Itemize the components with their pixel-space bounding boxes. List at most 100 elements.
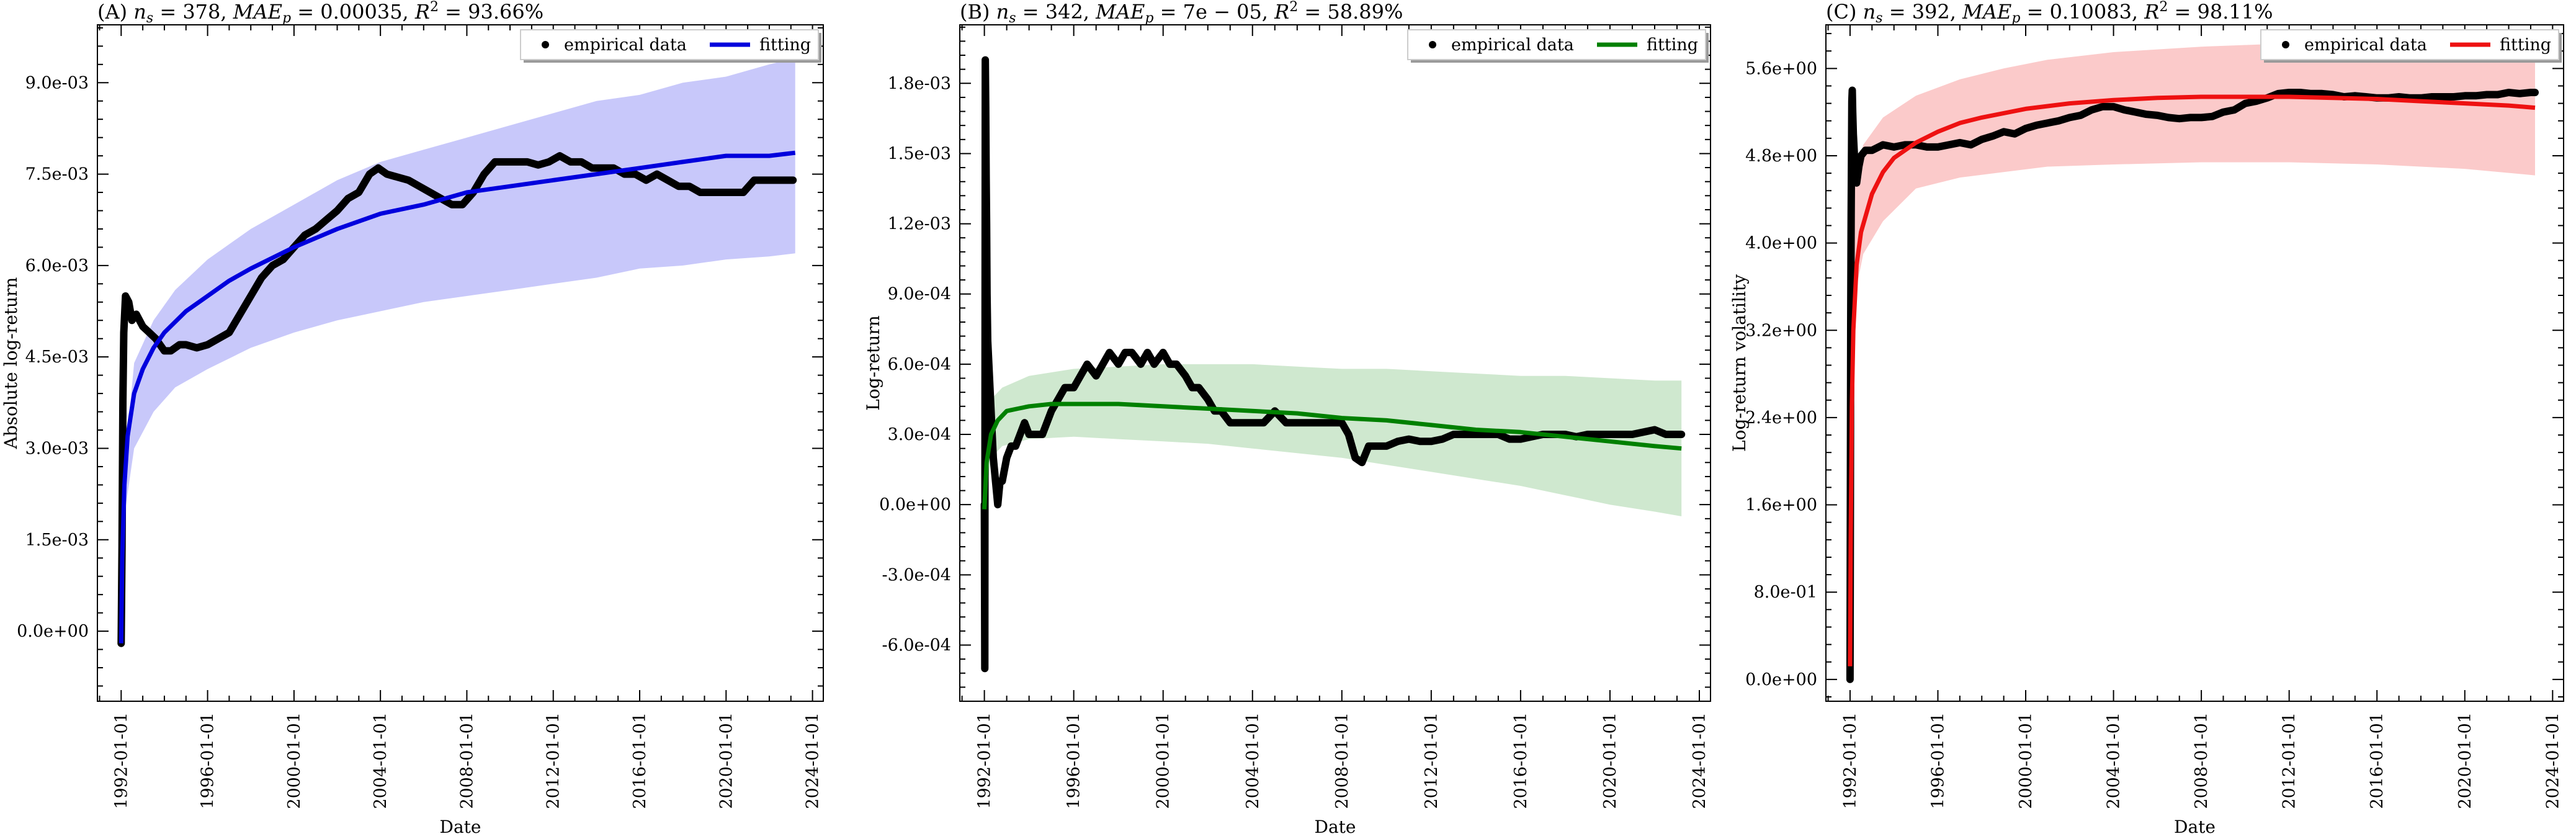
x-tick-label: 2000-01-01 [2016,712,2036,809]
data-point [258,274,265,281]
data-point [2527,89,2534,96]
data-point [1405,436,1412,442]
x-tick-label: 2004-01-01 [1243,712,1263,809]
data-point [356,189,362,195]
data-point [1674,431,1680,437]
x-tick-label: 2016-01-01 [630,712,650,809]
data-point [1151,361,1158,367]
legend-label-fitting: fitting [759,35,811,55]
data-point [1316,420,1323,426]
data-point [204,341,211,348]
data-point [481,171,488,177]
data-point [1416,438,1423,445]
data-point [491,158,498,165]
data-point [2428,94,2435,100]
data-point [2451,94,2457,100]
data-point [982,665,988,672]
panel-title: (B) ns = 342, MAEp = 7e − 05, R2 = 58.89… [960,0,1403,26]
plot-area [117,58,797,647]
data-point [375,164,382,171]
data-point [1249,420,1256,426]
data-point [545,158,552,165]
data-point [1070,384,1077,391]
data-point [1606,431,1613,437]
confidence-band [121,58,795,644]
data-point [751,177,758,184]
data-point [578,158,584,165]
data-point [2461,92,2468,99]
y-tick-label: 1.2e-03 [888,215,951,234]
data-point [383,171,390,177]
data-point [1008,442,1014,449]
data-point [1880,141,1886,148]
legend-label-empirical: empirical data [564,35,687,55]
x-tick-label: 1996-01-01 [1065,712,1084,809]
y-tick-label: 9.0e-04 [888,285,951,304]
data-point [312,226,319,232]
data-point [2209,113,2216,120]
data-point [2494,91,2501,98]
data-point [599,164,606,171]
data-point [983,220,990,227]
data-point [1122,349,1129,356]
data-point [1021,420,1028,426]
data-point [1227,420,1233,426]
data-point [2242,100,2248,107]
data-point [1003,454,1010,461]
data-point [1956,139,1963,146]
data-point [1160,349,1166,356]
data-point [133,311,140,318]
y-tick-label: 4.5e-03 [25,348,89,367]
data-point [168,348,174,354]
data-point [2187,114,2194,121]
axes-frame [97,24,824,702]
panel-c: 1992-01-01 1996-01-01 2000-01-01 2004-01-01… [1729,0,2564,837]
data-point [772,177,779,184]
data-point [2023,125,2029,132]
y-tick-label: 1.5e-03 [888,144,951,163]
data-point [999,478,1006,485]
data-point [1979,136,1985,143]
data-point [1450,431,1457,437]
legend: empirical data fitting [520,29,821,63]
y-tick-label: 3.0e-04 [888,425,951,444]
data-point [524,158,530,165]
y-tick-label: 1.5e-03 [25,531,89,550]
data-point [589,164,596,171]
data-point [718,189,725,195]
data-point [2231,107,2238,114]
legend-label-empirical: empirical data [1451,35,1574,55]
data-point [557,153,563,159]
x-tick-label: 2012-01-01 [1422,712,1441,809]
data-point [1394,438,1401,445]
data-point [182,341,189,348]
x-tick-label: 2020-01-01 [1601,712,1620,809]
data-point [986,384,993,391]
data-point [982,56,989,63]
x-tick-label: 2000-01-01 [1154,712,1173,809]
data-point [1182,372,1189,379]
data-point [632,171,639,177]
legend-box [520,29,819,60]
axes-frame [1825,24,2564,702]
y-tick-label: 2.4e+00 [1745,408,1817,428]
data-point [1013,442,1019,449]
fitting-line [119,150,796,644]
data-point [1062,384,1068,391]
data-point [226,329,233,336]
data-point [2440,94,2446,100]
data-point [323,217,330,223]
data-point [1461,431,1468,437]
data-point [1359,459,1366,466]
data-point [236,311,243,318]
data-point [1084,361,1091,367]
x-tick-label: 2004-01-01 [2104,712,2124,809]
data-point [427,189,434,195]
data-point [790,177,797,184]
data-point [2044,120,2051,127]
legend-label-fitting: fitting [2500,35,2551,55]
data-point [1584,431,1591,437]
data-point [1106,349,1113,356]
data-point [2121,107,2128,114]
data-point [1869,147,1876,154]
